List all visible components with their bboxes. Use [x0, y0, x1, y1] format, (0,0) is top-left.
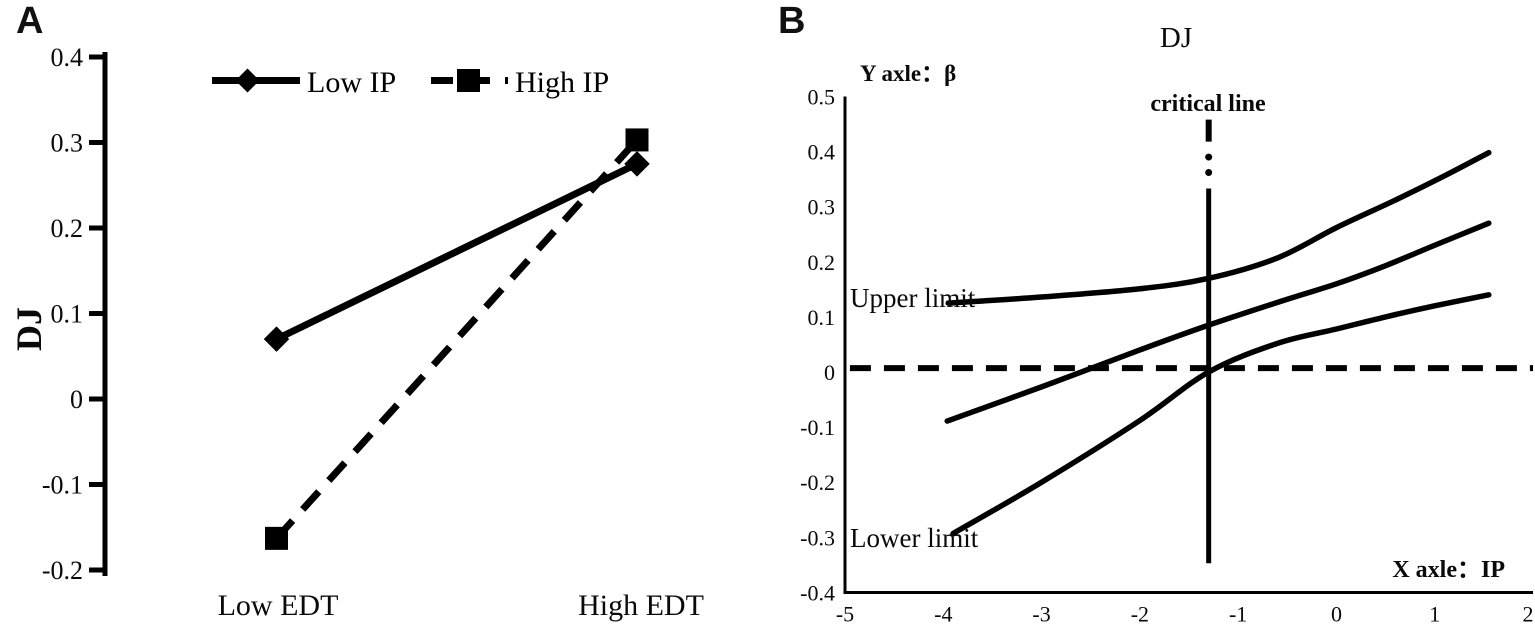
panel-b-letter: B: [778, 0, 806, 42]
panel-a-letter: A: [16, 0, 44, 42]
panel-a-series-line: [274, 160, 639, 343]
panel-b-y-tick-label: 0.1: [808, 305, 836, 330]
panel-a-category-high-edt: High EDT: [578, 589, 704, 622]
panel-b-curve: [945, 149, 1492, 306]
panel-b-curve: [950, 292, 1492, 537]
panel-b-x-axis-title: X axle：IP: [1392, 557, 1505, 583]
critical-line-dot: [1205, 153, 1213, 161]
panel-b-y-tick-label: -0.4: [800, 580, 835, 605]
panel-b-y-axis-title: Y axle：β: [860, 61, 957, 86]
panel-b-y-tick-label: 0.5: [808, 84, 836, 109]
panel-a-y-tick-label: 0.4: [51, 43, 84, 72]
panel-a-y-tick-label: 0.3: [51, 129, 84, 158]
legend-label-high-ip: High IP: [515, 66, 610, 99]
panel-b-x-tick-label: 1: [1429, 601, 1440, 626]
lower-limit-label: Lower limit: [850, 523, 979, 553]
panel-a-y-tick-label: 0.2: [51, 214, 84, 243]
panel-a-y-tick-label: -0.2: [42, 556, 83, 585]
panel-b-x-tick-label: -1: [1229, 601, 1247, 626]
panel-b-x-tick-label: -4: [934, 601, 952, 626]
panel-b-x-tick-label: 2: [1523, 601, 1534, 626]
panel-a-category-low-edt: Low EDT: [217, 589, 339, 622]
panel-b-y-tick-label: -0.1: [800, 415, 835, 440]
panel-a-y-tick-label: 0: [70, 385, 83, 414]
panel-b-curve: [944, 220, 1492, 424]
panel-a-y-axis-title: DJ: [9, 307, 49, 351]
panel-a-y-tick-label: -0.1: [42, 471, 83, 500]
panel-b-x-tick-label: -5: [836, 601, 854, 626]
panel-b-y-tick-label: 0.3: [808, 195, 836, 220]
panel-b-y-tick-label: 0.2: [808, 250, 836, 275]
legend-label-low-ip: Low IP: [307, 66, 397, 99]
legend-square-marker: [457, 69, 480, 92]
panel-b-x-tick-label: -2: [1131, 601, 1149, 626]
panel-b-x-tick-label: 0: [1331, 601, 1342, 626]
panel-b-y-tick-label: -0.2: [800, 470, 835, 495]
panel-a-diamond-marker: [624, 151, 650, 177]
panel-b-y-tick-label: 0: [824, 360, 835, 385]
panel-b-y-tick-label: 0.4: [808, 140, 836, 165]
panel-b-x-tick-label: -3: [1032, 601, 1050, 626]
panel-a-series-line: [273, 137, 640, 541]
panel-a-y-tick-label: 0.1: [51, 300, 84, 329]
panel-a-square-marker: [265, 526, 288, 550]
panel-a-diamond-marker: [263, 326, 290, 352]
panel-b-title: DJ: [1159, 22, 1193, 54]
upper-limit-label: Upper limit: [850, 283, 976, 313]
panel-b-y-tick-label: -0.3: [800, 525, 835, 550]
panel-a-square-marker: [625, 128, 649, 152]
critical-line-dot: [1205, 169, 1213, 177]
critical-line-label: critical line: [1150, 91, 1266, 117]
